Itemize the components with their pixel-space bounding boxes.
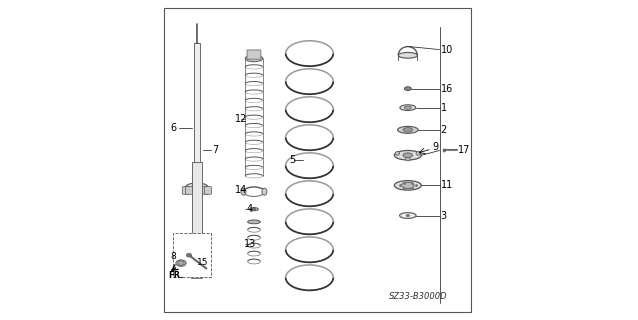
- Text: 11: 11: [440, 180, 453, 190]
- Ellipse shape: [406, 215, 410, 216]
- Ellipse shape: [399, 213, 416, 218]
- FancyBboxPatch shape: [247, 50, 261, 59]
- Text: 12: 12: [235, 114, 248, 124]
- Ellipse shape: [191, 266, 204, 273]
- Text: 4: 4: [247, 204, 253, 214]
- FancyBboxPatch shape: [182, 187, 189, 194]
- FancyBboxPatch shape: [202, 187, 208, 194]
- Text: 7: 7: [212, 146, 218, 156]
- FancyBboxPatch shape: [194, 43, 200, 192]
- Ellipse shape: [404, 106, 412, 109]
- Text: FR.: FR.: [168, 271, 184, 280]
- Text: 1: 1: [440, 103, 447, 113]
- Ellipse shape: [245, 55, 263, 62]
- Ellipse shape: [443, 149, 445, 152]
- Text: 2: 2: [440, 125, 447, 135]
- Ellipse shape: [248, 220, 260, 224]
- Ellipse shape: [178, 261, 184, 265]
- Ellipse shape: [394, 180, 421, 190]
- FancyBboxPatch shape: [191, 268, 203, 278]
- Ellipse shape: [262, 188, 267, 195]
- FancyBboxPatch shape: [173, 233, 211, 277]
- Ellipse shape: [416, 151, 420, 155]
- Text: 13: 13: [244, 239, 256, 249]
- Text: 3: 3: [440, 211, 447, 220]
- Ellipse shape: [186, 253, 191, 257]
- Ellipse shape: [403, 153, 413, 158]
- Ellipse shape: [249, 208, 258, 211]
- Ellipse shape: [176, 260, 186, 266]
- Text: 16: 16: [440, 84, 453, 94]
- Text: 17: 17: [458, 146, 470, 156]
- Ellipse shape: [403, 128, 413, 132]
- Text: 6: 6: [170, 123, 176, 133]
- Ellipse shape: [404, 87, 412, 91]
- Text: 9: 9: [432, 142, 438, 152]
- Ellipse shape: [406, 157, 410, 161]
- Ellipse shape: [241, 188, 246, 195]
- Ellipse shape: [400, 105, 416, 110]
- Ellipse shape: [401, 182, 414, 188]
- Text: 10: 10: [440, 44, 453, 55]
- FancyBboxPatch shape: [205, 187, 211, 194]
- FancyBboxPatch shape: [192, 162, 202, 266]
- Text: SZ33-B3000D: SZ33-B3000D: [389, 292, 447, 301]
- Text: 5: 5: [289, 155, 295, 165]
- Ellipse shape: [398, 52, 417, 58]
- Text: 8: 8: [170, 252, 176, 261]
- Ellipse shape: [252, 208, 256, 210]
- Text: 14: 14: [235, 185, 247, 195]
- Ellipse shape: [394, 150, 421, 160]
- Text: 15: 15: [197, 258, 209, 267]
- Ellipse shape: [186, 183, 208, 191]
- Ellipse shape: [397, 126, 418, 133]
- FancyBboxPatch shape: [186, 187, 193, 194]
- Ellipse shape: [395, 151, 399, 155]
